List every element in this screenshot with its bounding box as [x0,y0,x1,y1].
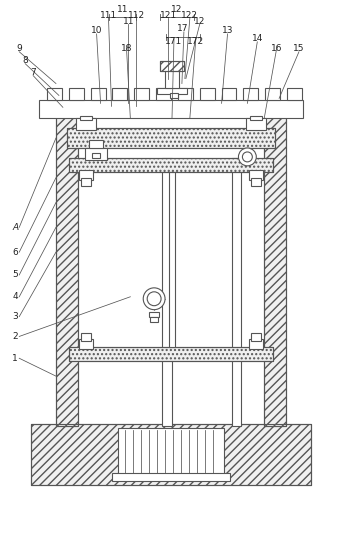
Text: 111: 111 [100,11,117,19]
Bar [85,148,106,160]
Circle shape [238,148,256,166]
Text: 8: 8 [22,56,28,65]
Bar [178,89,193,100]
Bar [69,158,273,172]
Bar [251,333,261,342]
Bar [287,89,302,100]
Text: A: A [12,223,18,232]
Bar [162,158,172,426]
Bar [69,158,273,172]
Text: 17: 17 [177,25,189,33]
Bar [89,140,103,148]
Bar [69,89,84,100]
Bar [92,153,100,158]
Bar [250,116,262,120]
Text: 11: 11 [117,5,128,13]
Text: 7: 7 [30,68,36,77]
Bar [246,118,266,130]
Bar [56,108,78,426]
Bar [76,118,96,130]
Circle shape [242,152,252,162]
Text: 5: 5 [12,271,18,279]
Bar [67,128,275,148]
Bar [244,89,258,100]
Bar [170,93,178,98]
Bar [150,317,158,322]
Text: 9: 9 [16,44,22,53]
Circle shape [147,292,161,306]
Bar [265,89,280,100]
Bar [56,108,78,426]
Text: 2: 2 [12,332,18,341]
Text: 121: 121 [159,11,176,19]
Bar [31,424,311,485]
Text: 10: 10 [91,26,102,35]
Text: 4: 4 [12,292,18,301]
Bar [264,108,286,426]
Text: 14: 14 [252,34,263,43]
Text: 122: 122 [181,11,198,19]
Text: 171: 171 [165,38,183,46]
Text: 11: 11 [122,17,134,26]
Bar [47,89,62,100]
Bar [200,89,215,100]
Bar [160,61,184,71]
Text: 15: 15 [293,44,305,53]
Text: 3: 3 [12,312,18,321]
Bar [113,89,127,100]
Bar [232,158,241,426]
Bar [249,339,263,350]
Bar [156,89,171,100]
Bar [118,427,224,475]
Bar [113,473,229,481]
Bar [160,61,184,71]
Bar [67,128,275,148]
Bar [169,172,175,347]
Bar [251,178,261,186]
Text: 18: 18 [121,44,132,53]
Text: 6: 6 [12,248,18,257]
Bar [81,333,91,342]
Bar [264,108,286,426]
Bar [165,69,179,89]
Text: 12: 12 [194,17,206,26]
Text: 172: 172 [187,38,205,46]
Bar [134,89,149,100]
Bar [69,347,273,361]
Bar [157,89,187,95]
Text: 12: 12 [171,5,183,13]
Text: 13: 13 [222,26,233,35]
Bar [249,170,263,180]
Bar [69,347,273,361]
Text: 1: 1 [12,354,18,363]
Bar [149,311,159,317]
Bar [79,170,93,180]
Bar [80,116,92,120]
Circle shape [143,288,165,310]
Bar [31,424,311,485]
Text: 112: 112 [128,11,145,19]
Bar [91,89,106,100]
Text: 16: 16 [272,44,283,53]
Bar [79,339,93,350]
Bar [222,89,236,100]
Bar [81,178,91,186]
Bar [39,100,303,118]
